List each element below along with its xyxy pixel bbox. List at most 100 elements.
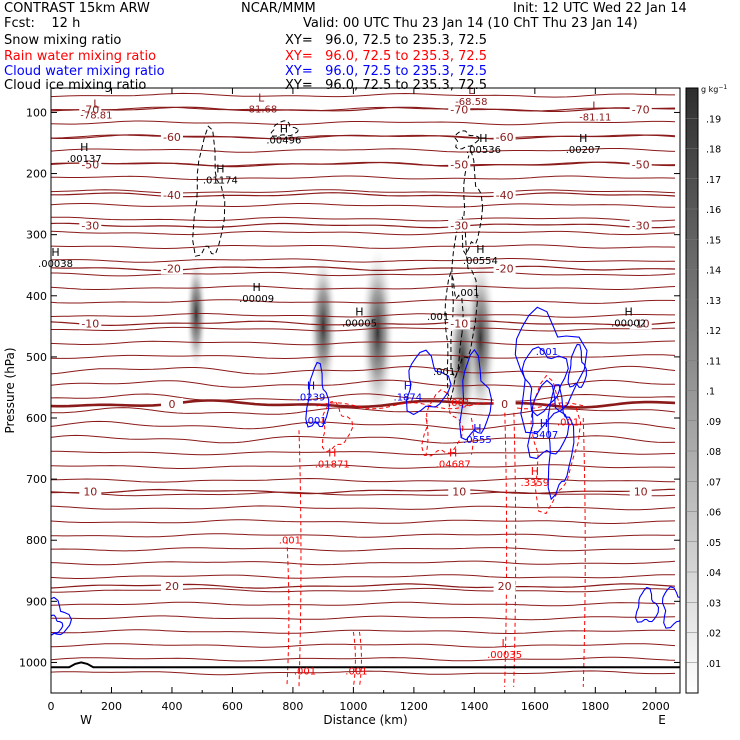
x-tick-label: 1200 <box>400 700 428 713</box>
colorbar-tick-label: .08 <box>706 447 721 458</box>
isotherm <box>51 519 676 524</box>
extremum-marker: H <box>355 305 363 318</box>
isotherm-label: -30 <box>81 220 99 233</box>
isotherm-labeled <box>51 192 676 198</box>
extremum-value: .0555 <box>463 435 492 446</box>
isotherm-label-bg <box>629 219 652 232</box>
extremum-marker: L <box>258 91 265 104</box>
extremum-value: -81.68 <box>245 104 277 115</box>
isotherm <box>51 587 676 593</box>
isotherm-labeled <box>51 161 675 168</box>
isotherm <box>51 189 676 194</box>
cloud-water-contour <box>527 379 570 460</box>
isotherm-label: 10 <box>634 485 648 498</box>
isotherm <box>51 629 676 634</box>
y-tick-label: 400 <box>26 290 47 303</box>
isotherm-label: -50 <box>632 158 650 171</box>
model-title: CONTRAST 15km ARW <box>4 1 150 16</box>
isotherm <box>51 340 676 346</box>
extremum-marker: L <box>468 84 475 97</box>
isotherm-label-bg <box>493 580 516 593</box>
isotherm <box>51 533 676 538</box>
extremum-marker: H <box>280 123 288 136</box>
contour-label: .001 <box>457 288 479 299</box>
cloud-ice-contour <box>461 150 484 256</box>
rain-contour <box>513 405 517 687</box>
rain-contour <box>582 417 586 687</box>
colorbar-tick-label: .02 <box>706 629 721 640</box>
isotherm-label: -10 <box>81 317 99 330</box>
isotherm <box>51 216 676 222</box>
x-tick-label: 2000 <box>642 700 670 713</box>
colorbar-tick-label: .19 <box>706 114 721 125</box>
snow-core-0 <box>360 242 395 423</box>
colorbar-tick-label: .1 <box>706 387 715 398</box>
isotherm <box>51 670 676 676</box>
isotherm <box>51 120 676 126</box>
direction-east: E <box>658 713 666 727</box>
field-xy-cloud-ice: XY= 96.0, 72.5 to 235.3, 72.5 <box>285 78 488 93</box>
isotherm <box>51 379 675 388</box>
snow-core-4 <box>185 255 207 374</box>
rain-contour <box>530 374 582 515</box>
extremum-value: .1874 <box>394 392 423 403</box>
colorbar-tick-label: .12 <box>706 326 721 337</box>
colorbar-tick-label: .04 <box>706 568 721 579</box>
cloud-water-contour <box>305 361 330 428</box>
cloud-ice-contour <box>269 120 299 137</box>
colorbar-tick-label: .01 <box>706 659 721 670</box>
x-tick-label: 0 <box>48 700 55 713</box>
isotherm-labeled <box>51 134 676 140</box>
field-xy-snow: XY= 96.0, 72.5 to 235.3, 72.5 <box>285 33 488 48</box>
x-tick-label: 1400 <box>460 700 488 713</box>
extremum-value: .00137 <box>67 154 102 165</box>
isotherm-labeled <box>51 106 675 112</box>
isotherm-label: -40 <box>496 189 514 202</box>
org-title: NCAR/MMM <box>241 1 316 16</box>
isotherm-label: -20 <box>163 262 181 275</box>
isotherm <box>51 464 676 469</box>
isotherm <box>51 574 676 579</box>
extremum-marker: H <box>51 246 59 259</box>
isotherm <box>51 547 676 552</box>
surface-line <box>51 661 680 669</box>
colorbar-tick-label: .11 <box>706 356 721 367</box>
rain-contour <box>298 430 302 687</box>
extremum-value: .00536 <box>466 145 501 156</box>
isotherm-labeled <box>51 399 676 409</box>
extremum-marker: H <box>252 281 260 294</box>
extremum-value: .0239 <box>297 392 326 403</box>
extremum-value: .00496 <box>266 136 301 147</box>
cloud-water-contour <box>547 384 575 501</box>
isotherm-label-bg <box>160 397 183 410</box>
rain-contour <box>286 540 290 687</box>
isotherm-label-bg <box>448 485 471 498</box>
extremum-marker: H <box>404 379 412 392</box>
y-tick-label: 300 <box>26 229 47 242</box>
extremum-marker: H <box>479 132 487 145</box>
extremum-marker: H <box>531 465 539 478</box>
cloud-water-contour <box>51 596 72 636</box>
isotherm <box>51 434 676 444</box>
isotherm-label-bg <box>79 485 102 498</box>
field-xy-cloud-water: XY= 96.0, 72.5 to 235.3, 72.5 <box>285 64 488 79</box>
isotherm-label: -70 <box>632 103 650 116</box>
cloud-water-contour <box>521 346 569 417</box>
isotherm-label: -50 <box>81 158 99 171</box>
isotherm-labeled <box>51 488 676 495</box>
extremum-value: .01174 <box>203 175 238 186</box>
isotherm-label-bg <box>448 158 471 171</box>
contour-label: .001 <box>536 347 558 358</box>
extremum-marker: H <box>80 141 88 154</box>
y-tick-label: 800 <box>26 534 47 547</box>
isotherm <box>51 175 676 180</box>
cloud-water-contour <box>567 343 587 388</box>
rain-contour <box>504 405 508 687</box>
y-tick-label: 500 <box>26 351 47 364</box>
isotherm-label: 0 <box>501 398 508 411</box>
extremum-value: .00035 <box>487 650 522 661</box>
isotherm <box>51 450 676 456</box>
isotherm-label-bg <box>160 188 183 201</box>
colorbar-tick-label: .18 <box>706 145 721 156</box>
